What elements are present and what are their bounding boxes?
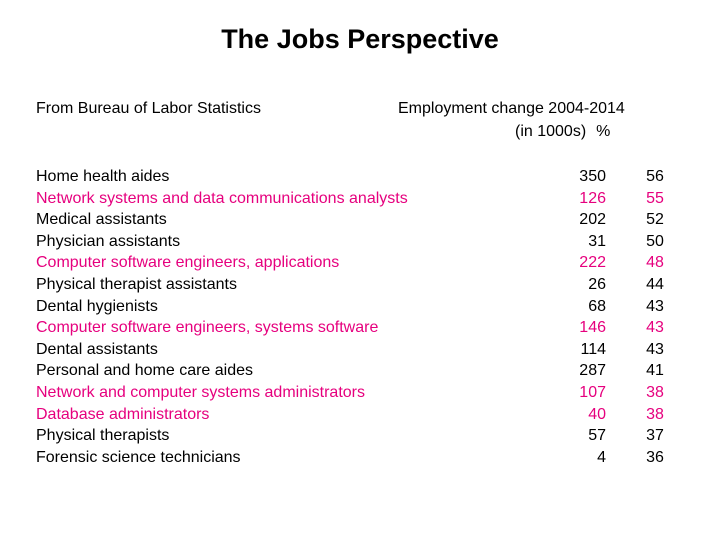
occupation-name: Physician assistants xyxy=(36,232,181,250)
percent-value: 43 xyxy=(646,340,664,358)
source-label: From Bureau of Labor Statistics xyxy=(36,100,261,117)
table-row: Network and computer systems administrat… xyxy=(36,382,686,404)
occupation-name: Personal and home care aides xyxy=(36,362,254,380)
change-value: 57 xyxy=(588,427,606,445)
percent-value: 38 xyxy=(646,383,664,401)
column-header-unit: (in 1000s) xyxy=(515,123,587,140)
change-value: 114 xyxy=(580,340,606,358)
table-row: Dental hygienists 68 43 xyxy=(36,296,686,318)
change-value: 287 xyxy=(579,362,606,380)
table-row: Database administrators 40 38 xyxy=(36,404,686,426)
percent-value: 48 xyxy=(646,254,664,272)
table-row: Computer software engineers, systems sof… xyxy=(36,317,686,339)
table-row: Network systems and data communications … xyxy=(36,188,686,210)
change-value: 350 xyxy=(579,168,606,185)
change-value: 26 xyxy=(588,275,606,293)
percent-value: 36 xyxy=(646,448,664,466)
occupation-name: Physical therapist assistants xyxy=(36,275,237,293)
table-row: Physical therapist assistants 26 44 xyxy=(36,274,686,296)
change-value: 222 xyxy=(579,254,606,272)
change-value: 40 xyxy=(588,405,606,423)
change-value: 146 xyxy=(579,319,606,337)
percent-value: 43 xyxy=(646,297,664,315)
percent-value: 44 xyxy=(646,275,664,293)
occupation-name: Home health aides xyxy=(36,168,170,185)
change-value: 107 xyxy=(579,383,606,401)
occupation-name: Computer software engineers, systems sof… xyxy=(36,319,379,337)
percent-value: 41 xyxy=(646,362,664,380)
percent-value: 43 xyxy=(646,319,664,337)
table-row: Personal and home care aides 287 41 xyxy=(36,360,686,382)
change-value: 31 xyxy=(588,232,606,250)
table-row: Dental assistants 114 43 xyxy=(36,339,686,361)
change-value: 4 xyxy=(597,448,606,466)
change-value: 202 xyxy=(579,211,606,229)
page-title: The Jobs Perspective xyxy=(221,24,499,54)
occupation-table: Home health aides 350 56 Network systems… xyxy=(36,166,686,468)
percent-value: 37 xyxy=(646,427,664,445)
occupation-name: Medical assistants xyxy=(36,211,167,229)
occupation-name: Network and computer systems administrat… xyxy=(36,383,365,401)
occupation-name: Database administrators xyxy=(36,405,210,423)
table-row: Computer software engineers, application… xyxy=(36,252,686,274)
percent-value: 56 xyxy=(646,168,664,185)
occupation-name: Forensic science technicians xyxy=(36,448,241,466)
percent-value: 55 xyxy=(646,189,664,207)
table-row: Physician assistants 31 50 xyxy=(36,231,686,253)
table-row: Physical therapists 57 37 xyxy=(36,425,686,447)
table-row: Medical assistants 202 52 xyxy=(36,209,686,231)
percent-value: 50 xyxy=(646,232,664,250)
column-header-units: (in 1000s)% xyxy=(515,123,610,141)
column-header-pct: % xyxy=(596,123,611,140)
change-value: 126 xyxy=(579,189,606,207)
change-value: 68 xyxy=(588,297,606,315)
occupation-name: Computer software engineers, application… xyxy=(36,254,340,272)
occupation-name: Physical therapists xyxy=(36,427,170,445)
table-row: Home health aides 350 56 xyxy=(36,166,686,188)
occupation-name: Dental hygienists xyxy=(36,297,158,315)
percent-value: 38 xyxy=(646,405,664,423)
percent-value: 52 xyxy=(646,211,664,229)
occupation-name: Dental assistants xyxy=(36,340,158,358)
occupation-name: Network systems and data communications … xyxy=(36,189,408,207)
table-row: Forensic science technicians 4 36 xyxy=(36,447,686,469)
column-header-change: Employment change 2004-2014 xyxy=(398,100,625,117)
